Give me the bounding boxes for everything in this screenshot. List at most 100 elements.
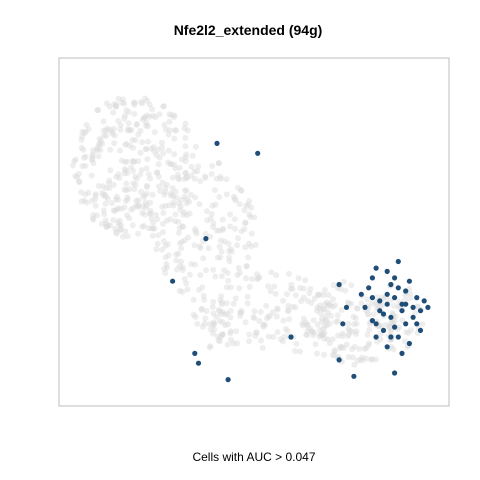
background-cell-point (110, 207, 117, 214)
background-cell-point (230, 193, 237, 200)
background-cell-point (183, 212, 190, 219)
background-cell-point (407, 290, 413, 297)
background-cell-point (81, 197, 88, 204)
background-cell-point (274, 329, 281, 336)
background-cell-point (353, 320, 360, 327)
background-cell-point (132, 173, 139, 180)
background-cell-point (232, 295, 239, 302)
plot-panel (58, 57, 450, 407)
background-cell-point (137, 127, 144, 134)
background-cell-point (311, 295, 318, 302)
background-cell-point (237, 309, 243, 316)
background-cell-point (212, 273, 219, 280)
background-cell-point (179, 288, 186, 295)
background-cell-point (211, 187, 218, 193)
background-cell-point (246, 198, 253, 204)
background-cell-point (173, 251, 180, 258)
background-cell-point (370, 311, 377, 318)
background-cell-point (182, 170, 189, 177)
background-cell-point (130, 99, 137, 106)
background-cell-point (197, 245, 204, 251)
background-cell-point (165, 147, 172, 154)
background-cell-point (319, 315, 326, 322)
background-cell-point (314, 307, 320, 314)
highlighted-cell-point (395, 285, 401, 291)
background-cell-point (78, 137, 85, 143)
background-cell-point (254, 276, 261, 283)
background-cell-point (300, 322, 307, 329)
background-cell-point (241, 207, 248, 214)
background-cell-point (361, 345, 368, 352)
background-cell-point (227, 245, 234, 252)
background-cell-point (147, 207, 154, 214)
background-cell-point (199, 284, 206, 291)
background-cell-point (139, 203, 146, 210)
background-cell-point (334, 312, 341, 319)
background-cell-point (246, 240, 252, 247)
background-cell-point (141, 211, 148, 218)
chart-title: Nfe2l2_extended (94g) (174, 22, 323, 38)
background-cell-point (117, 126, 124, 133)
background-cell-point (207, 326, 214, 333)
background-cell-point (396, 324, 402, 331)
background-cell-point (210, 224, 217, 230)
background-cell-point (144, 184, 150, 190)
background-cell-point (147, 210, 154, 217)
background-cell-point (387, 297, 394, 304)
background-cell-point (209, 304, 216, 310)
background-cell-point (135, 202, 142, 209)
background-cell-point (265, 333, 272, 340)
background-cell-point (182, 237, 188, 244)
background-cell-point (200, 255, 207, 262)
background-cell-point (324, 336, 331, 343)
background-cell-point (359, 357, 366, 364)
background-cell-point (351, 321, 357, 328)
background-cell-point (165, 241, 171, 248)
background-cell-point (144, 156, 151, 163)
background-cell-point (238, 228, 245, 235)
background-cell-point (93, 147, 100, 154)
background-cell-point (263, 302, 270, 309)
background-cell-point (166, 118, 173, 125)
background-cell-point (304, 297, 311, 304)
background-cell-point (176, 176, 183, 183)
background-cell-point (210, 266, 217, 273)
background-cell-point (149, 191, 156, 198)
background-cell-point (129, 137, 136, 143)
background-cell-point (125, 126, 132, 133)
background-cell-point (190, 296, 197, 303)
background-cell-point (90, 147, 96, 154)
background-cell-point (193, 230, 200, 237)
background-cell-point (157, 188, 164, 195)
background-cell-point (387, 328, 394, 335)
background-cell-point (152, 114, 159, 121)
background-cell-point (403, 329, 410, 336)
background-cell-point (374, 338, 381, 345)
background-cell-point (106, 185, 113, 191)
background-cell-point (366, 340, 373, 347)
background-cell-point (181, 209, 188, 216)
background-cell-point (196, 286, 203, 293)
background-cell-point (130, 144, 136, 151)
background-cell-point (96, 141, 103, 148)
background-cell-point (135, 230, 142, 237)
background-cell-point (405, 329, 412, 336)
background-cell-point (213, 313, 220, 320)
background-cell-point (172, 188, 179, 195)
background-cell-point (320, 291, 327, 298)
background-cell-point (363, 345, 370, 352)
background-cell-point (219, 319, 226, 326)
background-cell-point (226, 258, 233, 265)
background-cell-point (192, 194, 199, 201)
background-cell-point (235, 184, 241, 191)
background-cell-point (345, 326, 352, 333)
background-cell-point (220, 225, 227, 232)
background-cell-point (119, 96, 126, 103)
background-cell-point (95, 183, 102, 189)
background-cell-point (246, 331, 253, 338)
background-cell-point (83, 122, 90, 128)
background-cell-point (322, 301, 328, 308)
background-cell-point (219, 332, 226, 338)
background-cell-point (208, 210, 215, 217)
background-cell-point (340, 278, 347, 285)
